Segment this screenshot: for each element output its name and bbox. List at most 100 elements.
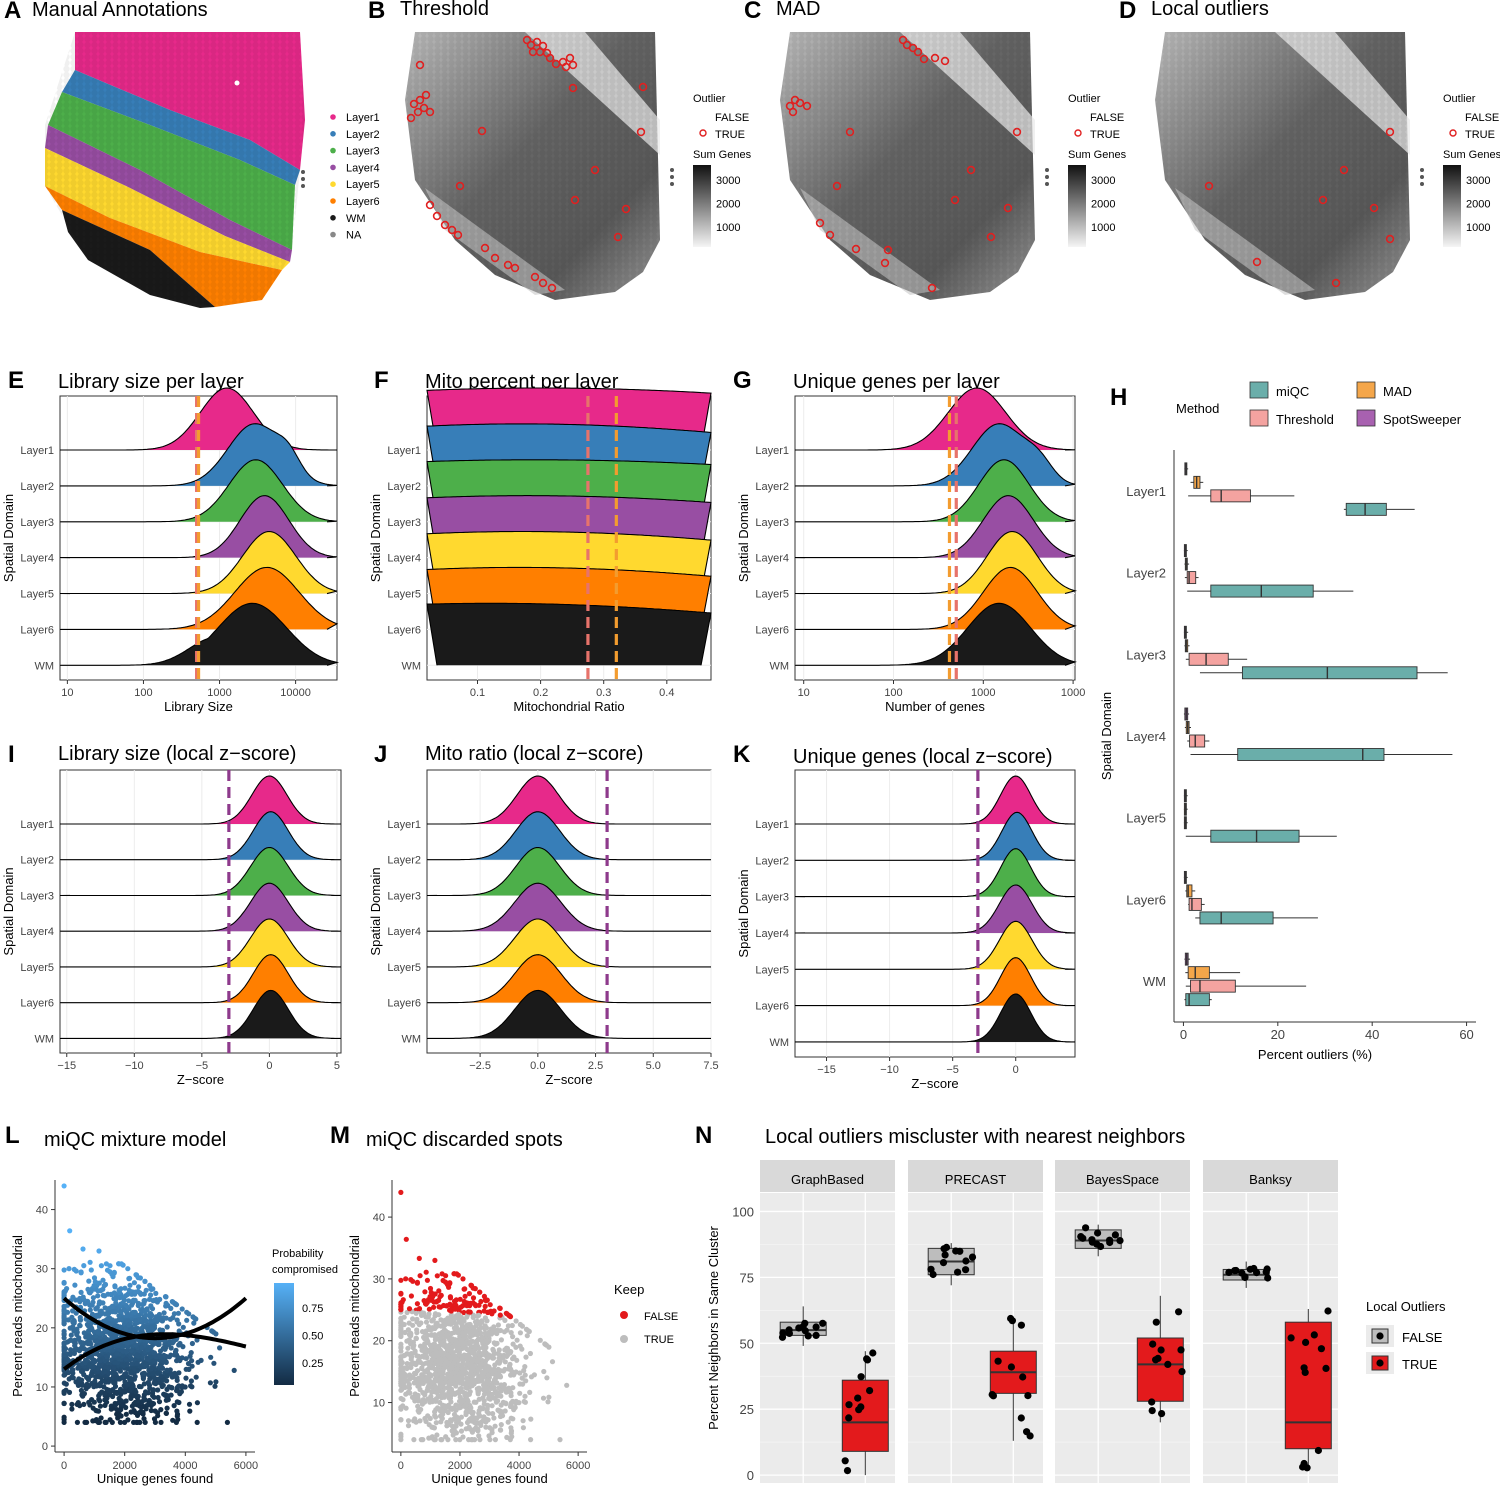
data-point [433,1396,439,1402]
data-point [128,1395,134,1401]
data-point [102,1419,108,1425]
jitter-point [1232,1266,1240,1275]
data-point [432,1291,438,1297]
data-point [412,1348,418,1354]
data-point [231,1367,237,1373]
panel-m-label: M [330,1122,350,1149]
outlier-spot [802,101,812,111]
data-point [557,1437,563,1443]
outlier-spot [638,82,648,92]
x-tick-label: −15 [817,1064,836,1076]
panel-b-label: B [368,0,385,24]
data-point [114,1407,120,1413]
data-point [103,1261,109,1267]
data-point [445,1361,451,1367]
data-point [483,1345,489,1351]
data-point [159,1318,165,1324]
data-point [90,1418,96,1424]
outlier-spot [1331,278,1341,288]
data-point [445,1315,451,1321]
x-axis-label: Mitochondrial Ratio [513,699,624,714]
data-point [544,1375,550,1381]
x-tick-label: 5 [334,1060,340,1072]
data-point [426,1306,432,1312]
data-point [107,1315,113,1321]
data-point [173,1302,180,1308]
keep-legend-true: TRUE [644,1334,674,1346]
mixture-curve-compromised [62,1296,248,1341]
facet-strip [908,1160,1043,1192]
data-point [456,1403,462,1410]
panel-j-label: J [374,741,387,768]
data-point [431,1425,437,1431]
data-point [519,1375,525,1381]
sum-genes-tick: 3000 [716,175,740,187]
y-tick-layer1: Layer1 [20,445,54,457]
y-tick-layer2: Layer2 [755,481,789,493]
ridge-line-layer5 [59,918,342,968]
data-point [112,1323,119,1329]
legend-dot-layer5 [330,181,336,187]
facet-strip [1203,1160,1338,1192]
panel-b-title: Threshold [400,0,489,20]
data-point [473,1425,479,1431]
data-point [64,1339,70,1345]
jitter-point [1148,1398,1156,1406]
data-point [493,1330,499,1336]
data-point [141,1394,147,1400]
x-tick-label: 5.0 [646,1060,661,1072]
y-tick-layer2: Layer2 [20,481,54,493]
data-point [497,1305,503,1311]
y-tick-wm: WM [769,1037,789,1049]
data-point [434,1432,440,1438]
data-point [188,1378,194,1384]
outlier-spot [1204,181,1214,191]
y-tick-layer4: Layer4 [387,553,421,565]
data-point [413,1419,419,1425]
panel-c: C MAD Outlier FALSE TRUE Sum Genes 3000 2000 100… [744,0,1127,300]
keep-legend-dot-false [620,1311,628,1319]
sum-genes-title: Sum Genes [1068,149,1127,161]
data-point [158,1407,164,1413]
data-point [112,1359,118,1366]
legend-label-threshold: Threshold [1276,412,1334,427]
data-point [489,1430,495,1436]
data-point [406,1320,412,1326]
x-tick-label: 2000 [448,1460,472,1472]
data-point [438,1419,444,1425]
ridge-line-layer2 [426,811,712,861]
data-point [109,1370,115,1376]
ridge-line-layer4 [426,882,712,932]
legend-dot-layer6 [330,198,336,204]
na-spot [234,80,240,86]
outlier-spot [421,90,431,100]
data-point [467,1409,473,1415]
data-point [108,1291,114,1297]
data-point [149,1306,156,1312]
ridge-line-layer5 [794,531,1077,595]
x-tick-label: 0.4 [659,687,674,699]
data-point [81,1346,87,1352]
edge-spot [1045,168,1049,172]
y-tick-wm: WM [1143,974,1166,989]
jitter-point [812,1323,820,1331]
y-tick-layer6: Layer6 [387,998,421,1010]
ridge-fill-layer2 [427,811,711,860]
data-point [123,1371,129,1377]
data-point [189,1363,195,1369]
data-point [132,1297,138,1303]
ridge-line-layer3 [426,459,712,522]
data-point [417,1359,423,1365]
panel-h: H Method miQC MAD Threshold SpotSweeper Layer1… [1099,381,1476,1062]
x-tick-label: −10 [880,1064,899,1076]
colorbar-tick: 0.75 [302,1303,323,1315]
data-point [117,1324,123,1330]
data-point [88,1267,94,1273]
data-point [403,1391,409,1397]
data-point [81,1371,87,1378]
data-point [114,1390,120,1396]
facet-label: GraphBased [791,1172,864,1187]
outlier-spot [1385,127,1395,137]
data-point [487,1437,493,1443]
data-point [464,1361,470,1367]
